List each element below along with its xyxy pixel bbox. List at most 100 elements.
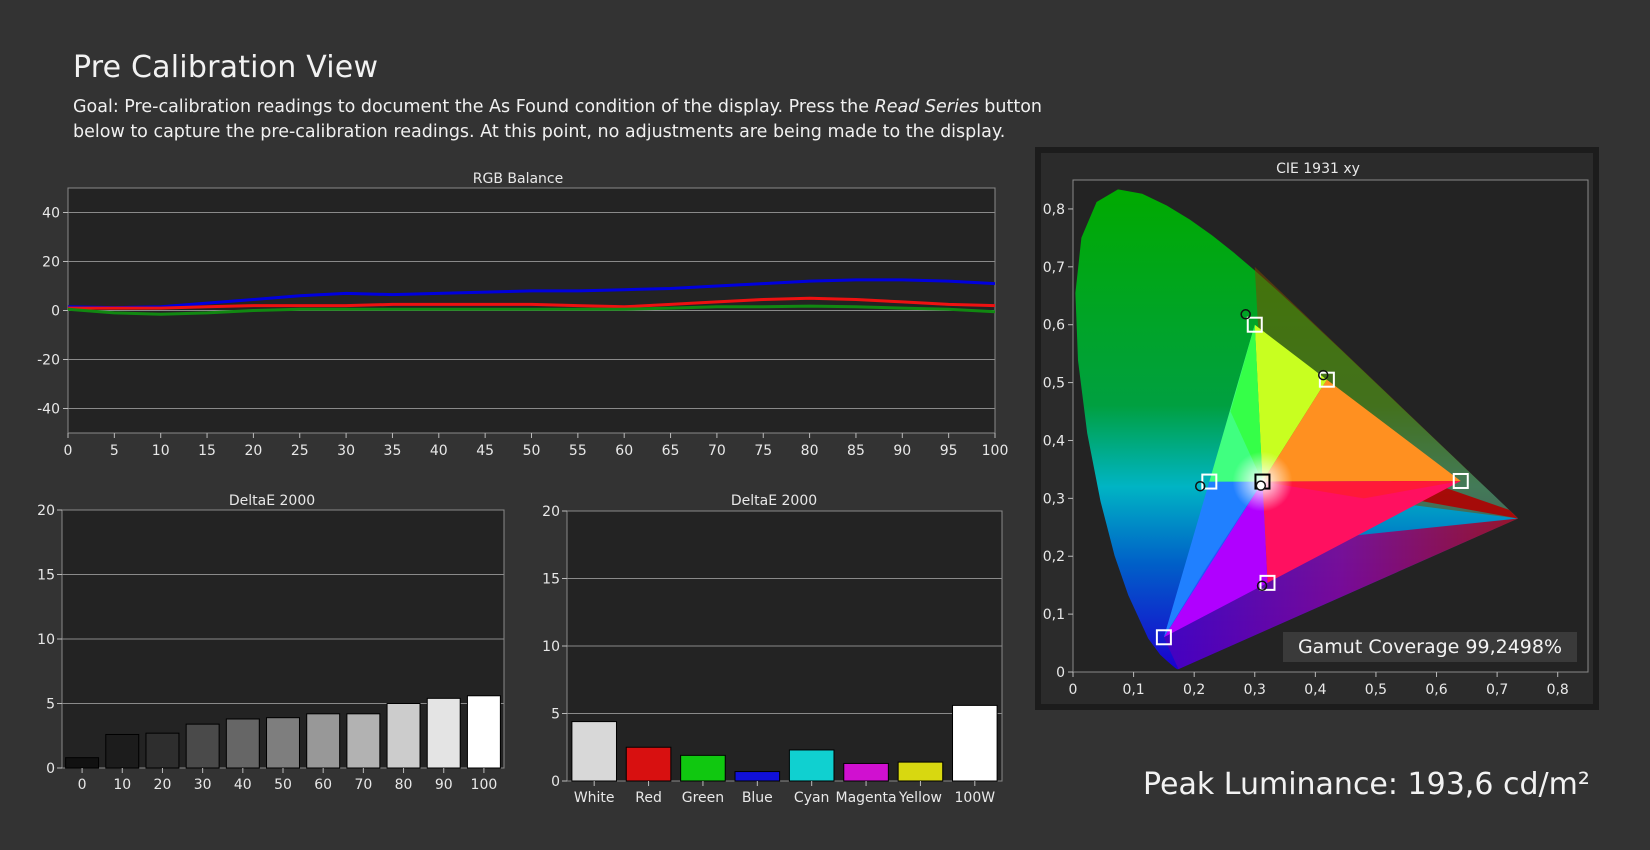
purple-region [1163, 518, 1519, 670]
colors-x-tick-label: Blue [742, 790, 773, 806]
measured-cyan [1194, 480, 1206, 492]
rgb-x-axis: 0 5 10 15 20 25 30 35 40 45 50 55 60 65 70 75 80 85 90 95 10… [64, 433, 1008, 459]
grayscale-x-tick-label: 70 [354, 777, 372, 793]
grayscale-deltae-title: DeltaE 2000 [229, 493, 315, 509]
grayscale-x-tick-label: 40 [234, 777, 252, 793]
rgb-x-tick-label: 60 [615, 443, 633, 459]
rgb-series [67, 278, 996, 316]
rgb-series-line-1 [67, 278, 996, 310]
grayscale-y-tick-label: 5 [46, 697, 55, 713]
rgb-x-tick-label: 40 [430, 443, 448, 459]
rgb-balance-title: RGB Balance [473, 171, 563, 187]
grayscale-y-tick-label: 20 [37, 503, 55, 519]
grayscale-bar-100 [466, 695, 501, 769]
grayscale-y-tick-label: 0 [46, 761, 55, 777]
colors-y-tick-label: 10 [542, 639, 560, 655]
colors-bar-blue [734, 771, 781, 782]
grayscale-bar-80 [386, 703, 421, 769]
rgb-x-tick-label: 10 [152, 443, 170, 459]
colors-bar-cyan [788, 749, 835, 782]
grayscale-x-tick-label: 50 [274, 777, 292, 793]
rgb-y-tick-label: 0 [51, 304, 60, 320]
peak-luminance: Peak Luminance: 193,6 cd/m² [1143, 767, 1590, 802]
target-red [1452, 472, 1469, 489]
color-axis: 0 5 10 15 20 White Red Green Blue Cyan Magenta Yell… [542, 504, 995, 806]
cie-x-tick-label: 0,8 [1547, 682, 1569, 698]
grayscale-axis: 0 5 10 15 20 0 10 20 30 40 50 60 70 80 90 100 [37, 503, 497, 793]
rgb-x-tick-label: 35 [384, 443, 402, 459]
rgb-x-tick-label: 15 [198, 443, 216, 459]
cie-y-tick-label: 0,4 [1043, 433, 1065, 449]
rgb-x-tick-label: 30 [337, 443, 355, 459]
gamut-red-core [1262, 480, 1461, 499]
rgb-series-line-3 [67, 304, 996, 316]
grayscale-x-tick-label: 30 [194, 777, 212, 793]
colors-x-tick-label: Magenta [836, 790, 897, 806]
color-deltae-chart: DeltaE 2000 0 5 10 15 20 White Red Green Blue Cya… [542, 493, 1003, 806]
grayscale-bars [65, 695, 501, 769]
rgb-x-tick-label: 55 [569, 443, 587, 459]
rgb-x-tick-label: 25 [291, 443, 309, 459]
colors-x-tick-label: Yellow [898, 790, 942, 806]
cie-x-tick-label: 0,6 [1425, 682, 1447, 698]
rgb-x-tick-label: 75 [754, 443, 772, 459]
colors-bar-white [571, 721, 617, 782]
target-magenta [1259, 574, 1276, 591]
rgb-x-tick-label: 45 [476, 443, 494, 459]
measured-magenta [1256, 580, 1268, 592]
grayscale-x-tick-label: 80 [395, 777, 413, 793]
grayscale-deltae-chart: DeltaE 2000 0 5 10 15 20 0 10 20 30 40 50 60 70 80 90 1… [37, 493, 505, 793]
cie-y-tick-label: 0 [1056, 665, 1065, 681]
grayscale-x-tick-label: 60 [314, 777, 332, 793]
rgb-balance-chart: RGB Balance -40 -20 0 20 40 0 5 10 15 20 25 30 35 40… [37, 171, 1008, 459]
grayscale-bar-60 [306, 713, 341, 769]
colors-bar-100w [952, 704, 998, 782]
rgb-x-tick-label: 95 [940, 443, 958, 459]
color-deltae-title: DeltaE 2000 [731, 493, 817, 509]
grayscale-bar-40 [225, 718, 260, 769]
goal-text-start: Goal: Pre-calibration readings to docume… [73, 97, 875, 117]
colors-y-tick-label: 5 [551, 707, 560, 723]
grayscale-y-tick-label: 15 [37, 568, 55, 584]
rgb-y-tick-label: 20 [42, 255, 60, 271]
rgb-y-tick-label: 40 [42, 206, 60, 222]
colors-x-tick-label: Cyan [794, 790, 830, 806]
rgb-series-line-2 [68, 296, 996, 310]
measured-white [1255, 480, 1267, 491]
rgb-x-tick-label: 90 [893, 443, 911, 459]
colors-x-tick-label: 100W [955, 790, 996, 806]
rgb-x-tick-label: 85 [847, 443, 865, 459]
colors-y-tick-label: 0 [551, 774, 560, 790]
rgb-y-axis: -40 -20 0 20 40 [37, 206, 68, 418]
cie-x-tick-label: 0,2 [1183, 682, 1205, 698]
cie-points [1155, 309, 1469, 646]
grayscale-x-tick-label: 0 [78, 777, 87, 793]
spectral-locus [1075, 189, 1519, 670]
grayscale-x-tick-label: 100 [471, 777, 498, 793]
rgb-y-tick-label: -20 [37, 353, 60, 369]
cie-y-tick-label: 0,1 [1043, 607, 1065, 623]
grayscale-x-tick-label: 10 [113, 777, 131, 793]
colors-bar-red [625, 746, 672, 782]
read-series-reference: Read Series [874, 97, 979, 117]
gamut-green-core [1230, 324, 1263, 482]
cie-1931-chart: CIE 1931 xy 0 0,1 0,2 0,3 0,4 0,5 0,6 0,7 0,8 0 0,… [1035, 147, 1599, 710]
cie-y-tick-label: 0,8 [1043, 202, 1065, 218]
target-green [1246, 316, 1263, 333]
measured-yellow [1317, 369, 1329, 381]
colors-bar-magenta [843, 762, 889, 782]
color-bars [571, 704, 998, 782]
cie-axes: 0 0,1 0,2 0,3 0,4 0,5 0,6 0,7 0,8 0 0,1 0,2 0,3 0,4 0,… [1043, 202, 1569, 698]
rgb-x-tick-label: 80 [801, 443, 819, 459]
grayscale-bar-20 [145, 732, 180, 769]
cie-x-tick-label: 0,1 [1122, 682, 1144, 698]
rgb-x-tick-label: 50 [523, 443, 541, 459]
colors-bar-green [680, 754, 726, 782]
cie-x-tick-label: 0,7 [1486, 682, 1508, 698]
colors-y-tick-label: 15 [542, 572, 560, 588]
cie-x-tick-label: 0,4 [1304, 682, 1326, 698]
gamut-coverage-label: Gamut Coverage 99,2498% [1283, 632, 1577, 662]
grayscale-bar-70 [346, 713, 381, 769]
grayscale-y-tick-label: 10 [37, 632, 55, 648]
